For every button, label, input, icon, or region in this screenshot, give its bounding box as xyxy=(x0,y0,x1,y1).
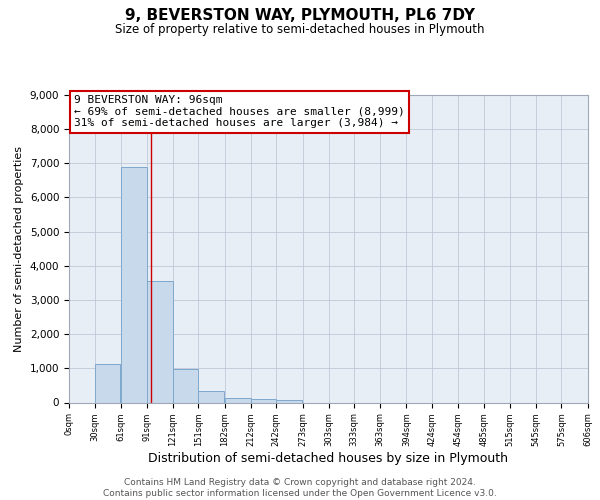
Text: Size of property relative to semi-detached houses in Plymouth: Size of property relative to semi-detach… xyxy=(115,22,485,36)
Bar xyxy=(225,398,251,402)
Text: 9, BEVERSTON WAY, PLYMOUTH, PL6 7DY: 9, BEVERSTON WAY, PLYMOUTH, PL6 7DY xyxy=(125,8,475,22)
Bar xyxy=(95,364,121,403)
Bar xyxy=(251,399,276,402)
Bar xyxy=(121,168,147,402)
X-axis label: Distribution of semi-detached houses by size in Plymouth: Distribution of semi-detached houses by … xyxy=(149,452,509,465)
Bar xyxy=(276,400,302,402)
Bar xyxy=(147,281,173,402)
Text: 9 BEVERSTON WAY: 96sqm
← 69% of semi-detached houses are smaller (8,999)
31% of : 9 BEVERSTON WAY: 96sqm ← 69% of semi-det… xyxy=(74,95,405,128)
Text: Contains HM Land Registry data © Crown copyright and database right 2024.
Contai: Contains HM Land Registry data © Crown c… xyxy=(103,478,497,498)
Bar xyxy=(173,368,199,402)
Bar xyxy=(199,390,224,402)
Y-axis label: Number of semi-detached properties: Number of semi-detached properties xyxy=(14,146,24,352)
